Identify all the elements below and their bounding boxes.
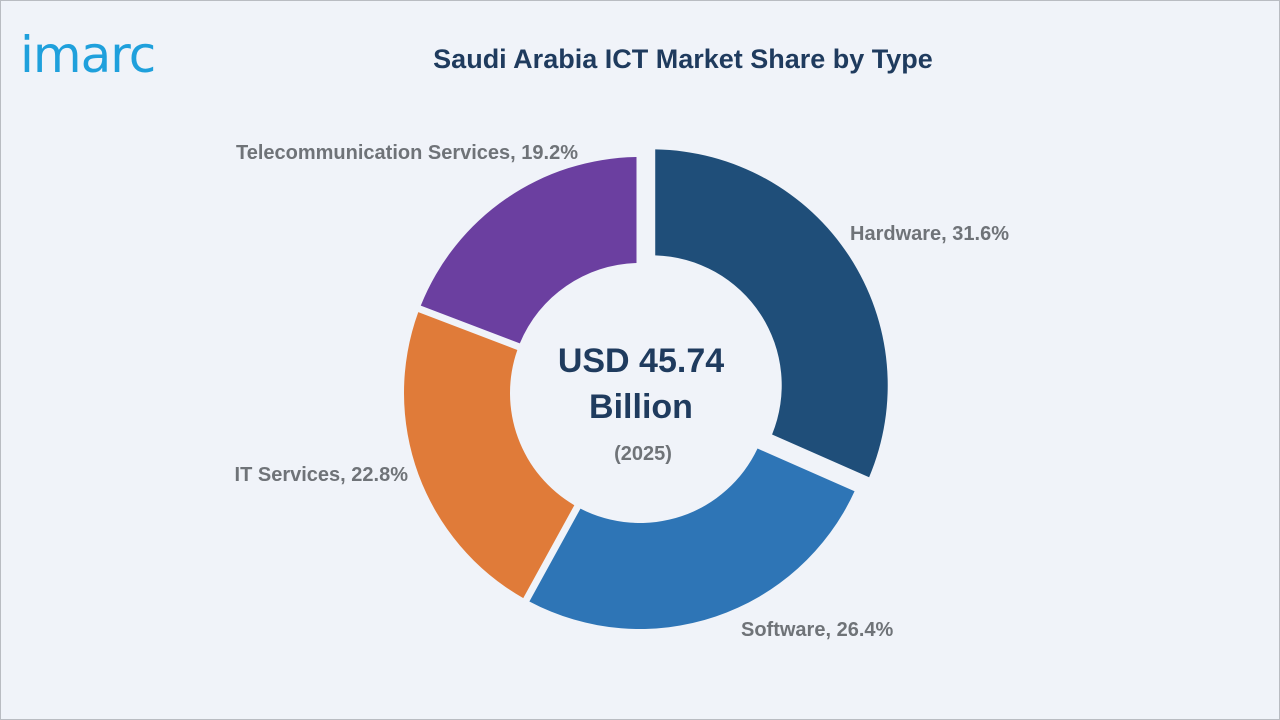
center-unit: Billion (589, 388, 693, 426)
center-label: USD 45.74 Billion (2025) (558, 342, 724, 465)
donut-slices (404, 149, 888, 629)
center-value: USD 45.74 (558, 342, 724, 380)
imarc-logo: imarc (20, 26, 156, 84)
label-telecommunication-services: Telecommunication Services, 19.2% (236, 142, 578, 164)
slice-software (529, 448, 855, 629)
slice-telecommunication-services (420, 157, 637, 344)
center-year: (2025) (614, 443, 672, 465)
label-hardware: Hardware, 31.6% (850, 223, 1009, 245)
chart-title: Saudi Arabia ICT Market Share by Type (433, 44, 933, 74)
label-it-services: IT Services, 22.8% (235, 464, 409, 486)
label-software: Software, 26.4% (741, 619, 894, 641)
slice-labels: Hardware, 31.6% Software, 26.4% IT Servi… (235, 142, 1010, 641)
slice-hardware (655, 149, 888, 478)
slice-it-services (404, 312, 575, 599)
